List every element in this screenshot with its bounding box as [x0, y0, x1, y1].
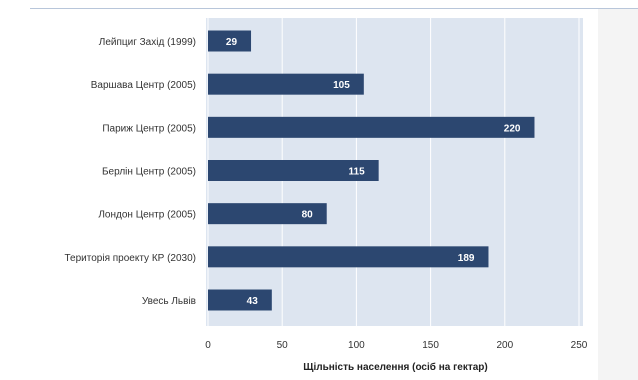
bar-value-label: 43 [247, 296, 259, 307]
bar [208, 30, 252, 52]
category-label: Територія проекту КР (2030) [65, 253, 197, 264]
x-tick-label: 0 [205, 340, 211, 351]
bar [208, 246, 489, 268]
bar-value-label: 220 [504, 123, 521, 134]
category-label: Варшава Центр (2005) [91, 80, 196, 91]
bar [208, 116, 535, 138]
bar [208, 160, 379, 181]
x-tick-label: 50 [277, 340, 289, 351]
top-border-line [30, 8, 638, 9]
x-axis-title: Щільність населення (осіб на гектар) [303, 361, 487, 373]
side-panel [598, 9, 638, 380]
bar [208, 73, 364, 95]
category-label: Увесь Львів [142, 296, 196, 307]
bar-value-label: 80 [302, 210, 314, 221]
x-tick-label: 150 [422, 340, 439, 351]
bar [208, 289, 272, 311]
bar [208, 203, 327, 225]
x-tick-label: 200 [496, 340, 513, 351]
category-label: Лондон Центр (2005) [98, 210, 196, 221]
category-label: Берлін Центр (2005) [102, 167, 196, 178]
x-tick-label: 250 [571, 340, 588, 351]
bar-value-label: 189 [458, 253, 475, 264]
x-tick-label: 100 [348, 340, 365, 351]
bar-value-label: 105 [333, 80, 350, 91]
bar-value-label: 115 [349, 167, 366, 178]
category-label: Лейпциг Захід (1999) [99, 37, 196, 48]
bar-value-label: 29 [226, 37, 238, 48]
category-label: Париж Центр (2005) [102, 123, 196, 134]
